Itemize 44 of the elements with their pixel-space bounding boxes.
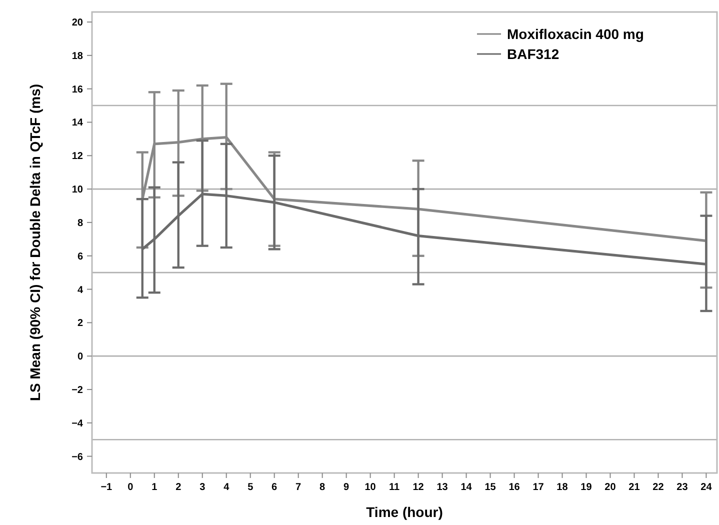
x-tick-label: 3 bbox=[200, 482, 206, 493]
y-axis-title: LS Mean (90% CI) for Double Delta in QTcF (ms) bbox=[27, 84, 43, 402]
x-tick-label: 1 bbox=[152, 482, 158, 493]
x-tick-label: 21 bbox=[628, 482, 640, 493]
x-tick-label: 4 bbox=[224, 482, 230, 493]
x-tick-label: 0 bbox=[128, 482, 134, 493]
x-tick-label: 14 bbox=[460, 482, 472, 493]
y-tick-label: 16 bbox=[72, 84, 84, 96]
y-tick-label: 6 bbox=[77, 251, 84, 262]
legend-label: BAF312 bbox=[507, 46, 560, 62]
x-tick-label: 19 bbox=[580, 482, 592, 493]
x-axis-title: Time (hour) bbox=[366, 504, 443, 520]
y-tick-label: 14 bbox=[72, 118, 84, 129]
y-tick-label: 10 bbox=[72, 184, 84, 196]
y-tick-label: −4 bbox=[72, 418, 84, 430]
y-tick-label: 2 bbox=[77, 318, 84, 330]
y-tick-label: 0 bbox=[77, 352, 84, 363]
x-tick-label: 23 bbox=[676, 482, 688, 493]
y-tick-label: 12 bbox=[72, 151, 84, 162]
x-tick-label: 18 bbox=[556, 482, 568, 493]
x-tick-label: 13 bbox=[436, 482, 448, 493]
x-tick-label: 7 bbox=[296, 482, 302, 493]
x-tick-label: 17 bbox=[532, 482, 544, 493]
x-tick-label: 9 bbox=[344, 482, 350, 493]
y-tick-label: 8 bbox=[77, 218, 84, 229]
x-tick-label: −1 bbox=[100, 482, 113, 493]
y-tick-label: −2 bbox=[72, 384, 84, 396]
x-tick-label: 16 bbox=[508, 482, 520, 493]
x-tick-label: 22 bbox=[652, 482, 664, 493]
x-tick-label: 5 bbox=[248, 482, 254, 493]
x-tick-label: 8 bbox=[320, 482, 326, 493]
x-tick-label: 11 bbox=[389, 482, 400, 493]
y-tick-label: −6 bbox=[72, 452, 84, 463]
x-tick-label: 2 bbox=[176, 482, 182, 493]
x-tick-label: 24 bbox=[700, 482, 712, 493]
x-tick-label: 20 bbox=[604, 482, 616, 493]
y-tick-label: 4 bbox=[77, 284, 84, 296]
y-tick-label: 20 bbox=[72, 18, 84, 29]
legend-label: Moxifloxacin 400 mg bbox=[507, 26, 644, 42]
x-tick-label: 6 bbox=[272, 482, 278, 493]
x-tick-label: 10 bbox=[364, 482, 376, 493]
y-tick-label: 18 bbox=[72, 50, 84, 62]
x-tick-label: 15 bbox=[484, 482, 496, 493]
x-tick-label: 12 bbox=[412, 482, 424, 493]
